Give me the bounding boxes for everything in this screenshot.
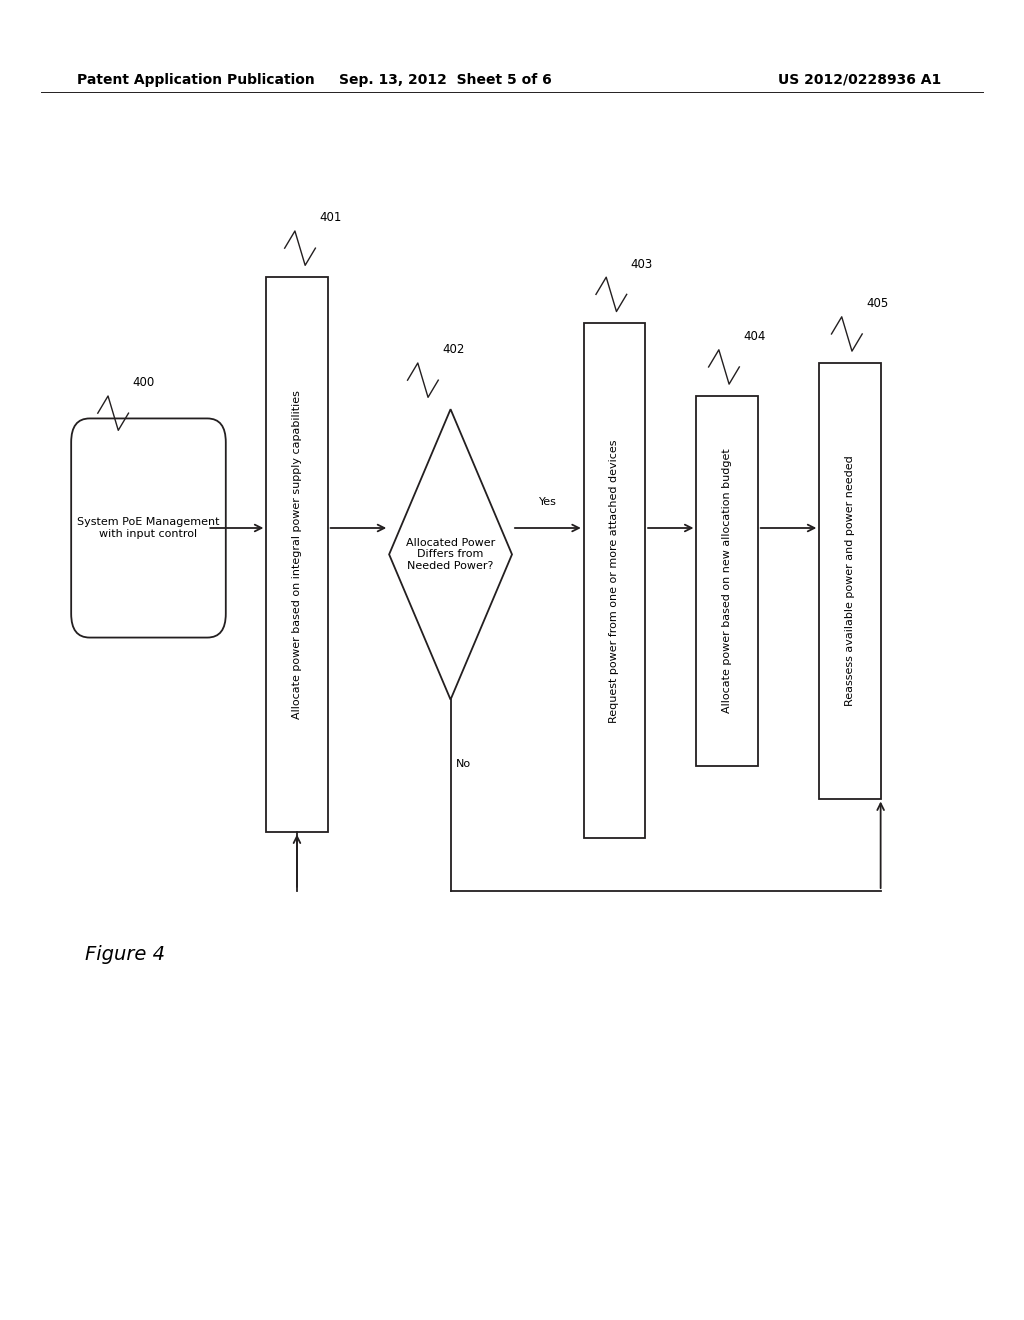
- Text: Sep. 13, 2012  Sheet 5 of 6: Sep. 13, 2012 Sheet 5 of 6: [339, 73, 552, 87]
- FancyBboxPatch shape: [819, 363, 881, 799]
- Text: No: No: [456, 759, 471, 770]
- FancyBboxPatch shape: [266, 277, 328, 832]
- FancyBboxPatch shape: [696, 396, 758, 766]
- Text: 401: 401: [319, 211, 342, 224]
- Text: US 2012/0228936 A1: US 2012/0228936 A1: [778, 73, 941, 87]
- FancyBboxPatch shape: [584, 323, 645, 838]
- Polygon shape: [389, 409, 512, 700]
- Text: Yes: Yes: [539, 496, 557, 507]
- Text: Allocate power based on integral power supply capabilities: Allocate power based on integral power s…: [292, 389, 302, 719]
- Text: System PoE Management
with input control: System PoE Management with input control: [77, 517, 220, 539]
- FancyBboxPatch shape: [71, 418, 225, 638]
- Text: 402: 402: [442, 343, 465, 356]
- Text: 400: 400: [133, 376, 155, 389]
- Text: Allocated Power
Differs from
Needed Power?: Allocated Power Differs from Needed Powe…: [406, 537, 496, 572]
- Text: 403: 403: [631, 257, 653, 271]
- Text: Allocate power based on new allocation budget: Allocate power based on new allocation b…: [722, 449, 732, 713]
- Text: Reassess available power and power needed: Reassess available power and power neede…: [845, 455, 855, 706]
- Text: Figure 4: Figure 4: [85, 945, 165, 964]
- Text: Request power from one or more attached devices: Request power from one or more attached …: [609, 440, 620, 722]
- Text: 404: 404: [743, 330, 766, 343]
- Text: Patent Application Publication: Patent Application Publication: [77, 73, 314, 87]
- Text: 405: 405: [866, 297, 889, 310]
